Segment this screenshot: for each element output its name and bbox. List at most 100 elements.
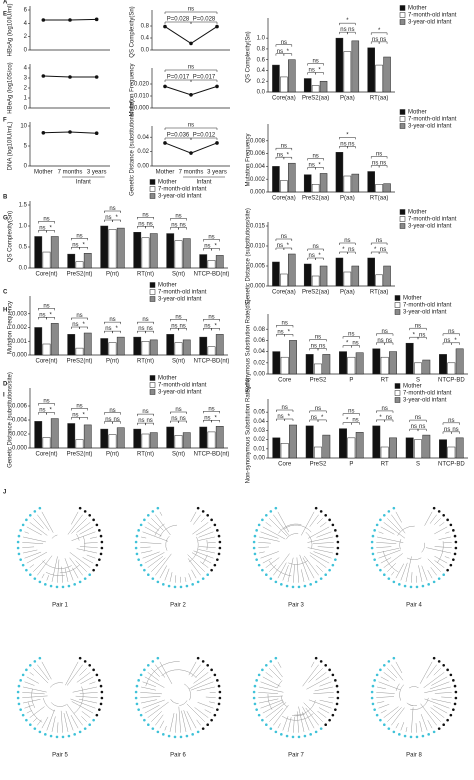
leaf [19,708,22,711]
x-tick-label: Core(aa) [272,96,296,102]
branch [430,711,440,721]
x-tick-label: S(nt) [172,272,185,278]
leaf [22,564,25,567]
legend-swatch [400,20,405,25]
bar [68,334,75,355]
bar [304,264,311,286]
leaf [292,736,295,739]
bar [456,438,463,458]
leaf [379,669,382,672]
branch [42,512,53,533]
leaf [147,573,150,576]
branch [258,692,278,693]
y-tick-label: 0.0 [257,90,266,96]
leaf [216,529,219,532]
branch [25,705,33,708]
leaf [136,703,139,706]
leaf [255,679,258,682]
sig-label: ns [277,414,283,420]
bar [43,438,50,449]
bar [304,175,311,192]
bar [312,86,319,92]
bar [304,79,311,92]
x-tick-label: Core [278,462,292,468]
leaf [18,553,21,556]
y-tick-label: 0.006 [250,151,266,157]
branch [189,662,196,675]
legend-swatch [400,124,405,129]
leaf [433,581,436,584]
branch [376,696,394,697]
branch [64,713,68,732]
branch [377,701,384,703]
branch [293,565,294,583]
sig-label: ns [105,417,111,423]
bar [101,226,108,268]
bar [117,337,124,355]
y-axis-label: Non-synonymous Substitution Rate(dN) [246,378,252,484]
leaf [438,660,441,663]
bar [406,438,413,458]
leaf [214,564,217,567]
leaf [304,735,307,738]
leaf [309,583,312,586]
y-tick-label: 0.5 [19,245,28,251]
branch [317,518,323,524]
leaf [50,735,53,738]
legend-swatch [150,383,155,388]
x-tick-label: PreS2(nt) [67,272,93,278]
leaf [79,581,82,584]
bar [51,419,58,448]
leaf [68,585,71,588]
bar [384,266,391,286]
bar [76,348,83,355]
branch [311,662,314,667]
leaf [454,685,457,688]
sig-label: ns [43,399,49,405]
leaf [136,535,139,538]
branch [160,565,167,578]
leaf [315,507,318,510]
branch [258,542,271,543]
sig-label: ns [208,314,214,320]
point [42,131,46,135]
leaf [180,586,183,589]
leaf [137,708,140,711]
x-tick-label: RT(aa) [370,96,389,102]
x-tick-label: P(nt) [106,272,119,278]
leaf [258,674,261,677]
leaf [22,714,25,717]
branch-arc [278,524,301,534]
tree-label: Pair 4 [406,603,422,609]
branch-arc [294,700,315,715]
leaf [92,569,95,572]
x-tick-label: NTCP-BD(nt) [194,452,230,458]
y-axis-label: DNA (log10IU/mL) [8,122,14,171]
branch [151,711,161,721]
line [165,27,217,44]
x-tick-label: S(nt) [172,359,185,365]
leaf [320,660,323,663]
leaf [218,685,221,688]
bar [43,252,50,268]
leaf [253,541,256,544]
branch [263,558,272,563]
leaf [427,733,430,736]
leaf [371,697,374,700]
branch-arc [400,685,404,701]
sig-label: ns [315,406,321,412]
branch [261,532,279,539]
leaf [73,583,76,586]
sig-label: ns [376,238,382,244]
branch [80,677,93,684]
leaf [92,719,95,722]
leaf [442,723,445,726]
leaf [446,669,449,672]
y-tick-label: 0.01 [253,446,265,452]
branch [300,555,310,581]
legend-swatch [150,390,155,395]
bar [289,340,296,374]
branch [80,692,98,693]
branch [431,567,437,575]
branch [23,687,47,692]
